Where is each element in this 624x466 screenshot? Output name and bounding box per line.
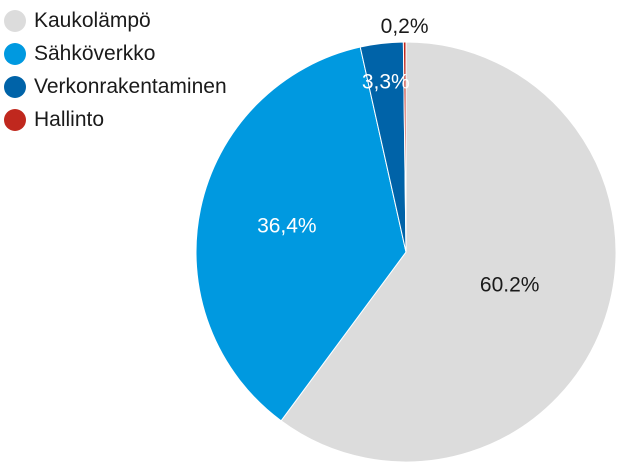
pie-value-labels: 60.2% 36,4% 3,3% 0,2%	[257, 15, 539, 297]
legend-label-verkonrakentaminen: Verkonrakentaminen	[34, 74, 227, 98]
legend-swatch-sahkoverkko	[4, 42, 26, 65]
pie-slice-3	[402, 41, 407, 253]
pie-value-label-2: 3,3%	[362, 70, 410, 93]
legend-swatch-verkonrakentaminen	[4, 75, 26, 98]
legend-item-sahkoverkko: Sähköverkko	[4, 37, 227, 70]
legend-swatch-kaukolampo	[4, 9, 26, 32]
legend: Kaukolämpö Sähköverkko Verkonrakentamine…	[4, 4, 227, 136]
pie-slice-0	[280, 41, 617, 463]
legend-item-kaukolampo: Kaukolämpö	[4, 4, 227, 37]
pie-value-label-1: 36,4%	[257, 214, 317, 237]
legend-label-kaukolampo: Kaukolämpö	[34, 8, 151, 32]
legend-swatch-hallinto	[4, 108, 26, 131]
legend-item-verkonrakentaminen: Verkonrakentaminen	[4, 70, 227, 103]
pie-slice-1	[195, 46, 407, 422]
legend-label-sahkoverkko: Sähköverkko	[34, 41, 156, 65]
legend-item-hallinto: Hallinto	[4, 103, 227, 136]
pie-slices	[195, 41, 617, 463]
legend-label-hallinto: Hallinto	[34, 107, 105, 131]
pie-value-label-0: 60.2%	[480, 274, 540, 297]
pie-value-label-3: 0,2%	[381, 15, 429, 38]
